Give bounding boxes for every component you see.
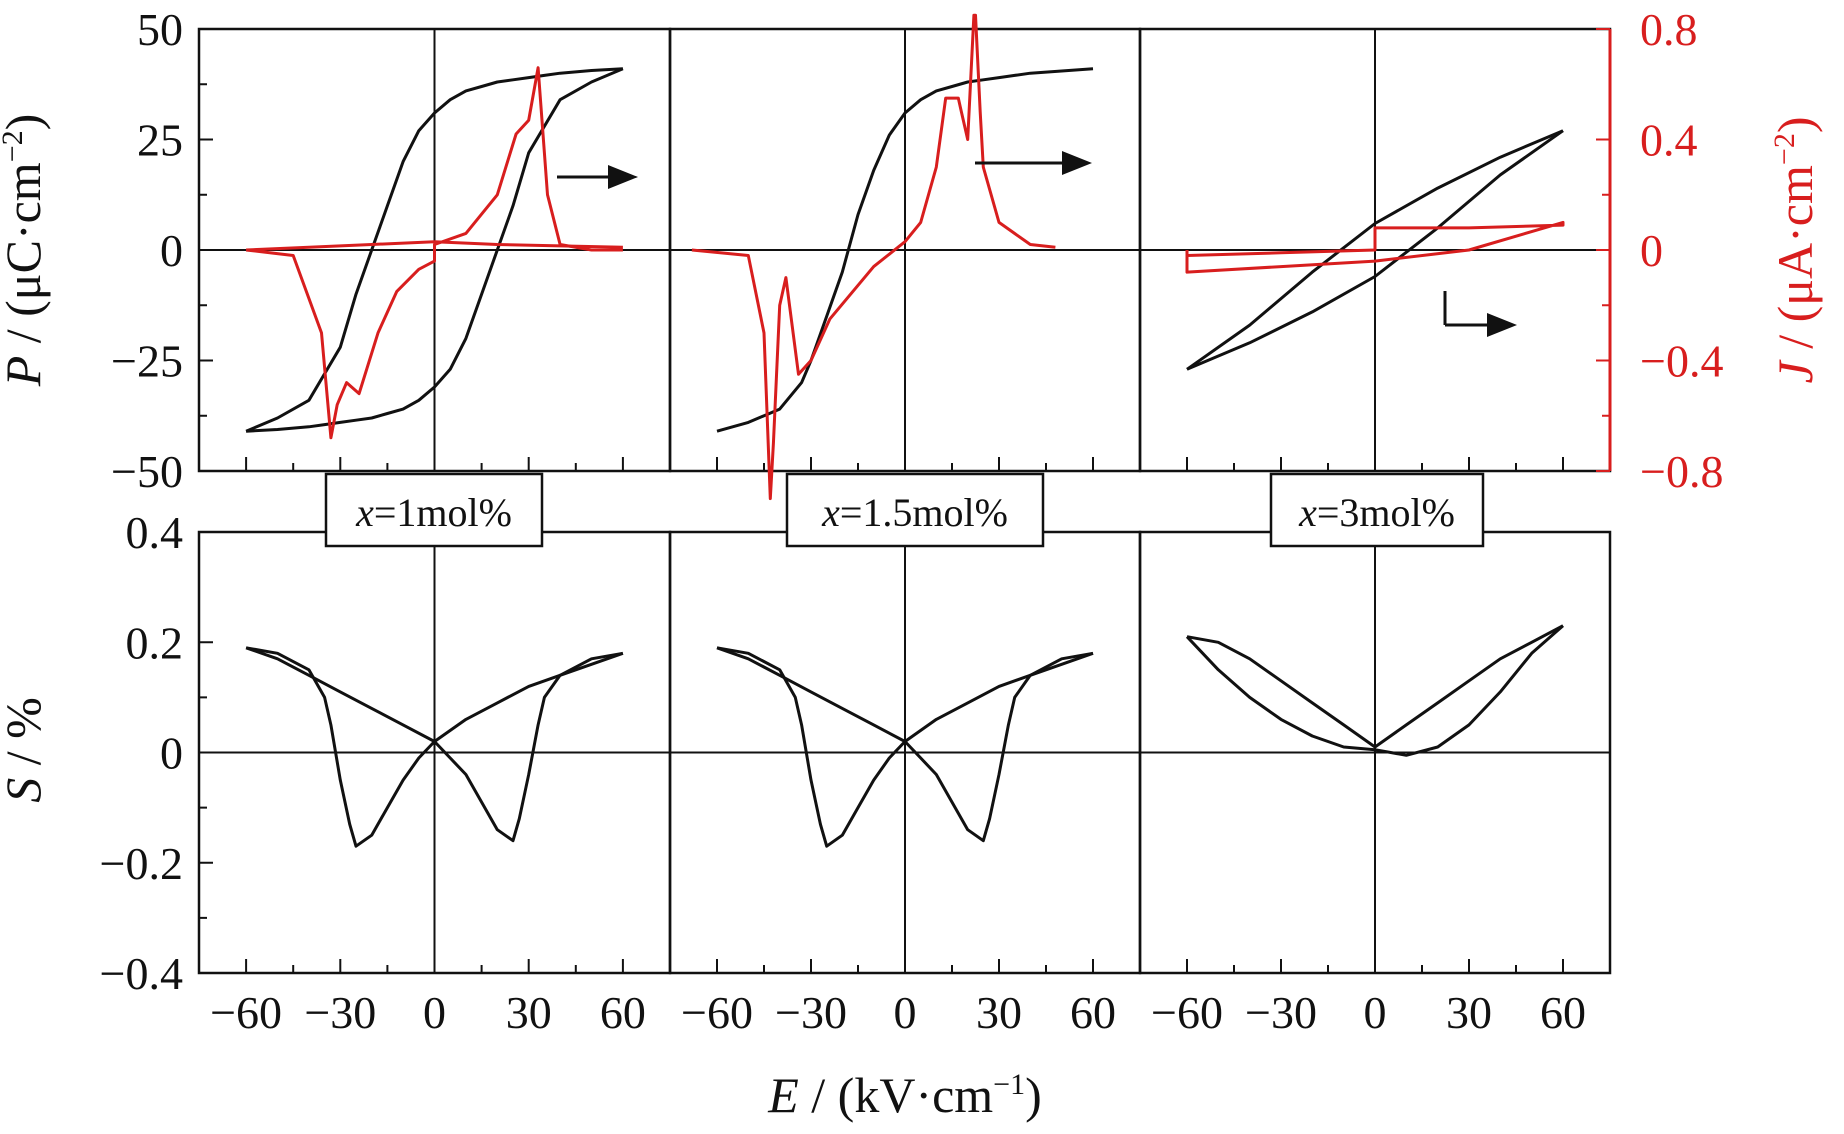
- x-tick-label: 0: [423, 987, 446, 1038]
- panel-label-variable: x: [821, 490, 840, 535]
- j-axis-title-exponent: −2: [1768, 133, 1801, 165]
- x-tick-label: −30: [304, 987, 376, 1038]
- p-axis-title-close: ): [0, 114, 51, 131]
- polarization-curve: [716, 67, 1094, 433]
- x-tick-label: 30: [1446, 987, 1492, 1038]
- polarization-curve: [245, 67, 623, 433]
- x-tick-label: 30: [976, 987, 1022, 1038]
- x-tick-label: −60: [1151, 987, 1223, 1038]
- x-tick-label: −30: [1245, 987, 1317, 1038]
- j-axis-title-close: ): [1767, 117, 1823, 134]
- right-tick-label: −0.4: [1640, 336, 1723, 387]
- y-tick-label: 25: [137, 115, 183, 166]
- x-tick-label: −30: [775, 987, 847, 1038]
- strain-curve: [1186, 624, 1564, 749]
- panel-label-box: [324, 472, 544, 548]
- y-tick-label: −25: [111, 336, 183, 387]
- y-tick-label: 0: [160, 225, 183, 276]
- panel-label-variable: x: [1298, 490, 1317, 535]
- strain-curve: [716, 646, 1094, 848]
- s-axis-title: S / %: [0, 697, 51, 803]
- s-tick-label: −0.2: [100, 838, 183, 889]
- e-axis-title-unit: / (kV·cm: [799, 1067, 993, 1123]
- polarization-curve: [1186, 129, 1564, 371]
- x-tick-label: 60: [600, 987, 646, 1038]
- s-axis-title-unit: / %: [0, 697, 51, 778]
- strain-curve: [245, 646, 624, 843]
- arrow-right-head: [1487, 313, 1517, 337]
- strain-curve: [716, 646, 1094, 843]
- p-axis-title-symbol: P: [0, 356, 51, 388]
- s-tick-label: 0.2: [126, 617, 184, 668]
- e-axis-title-close: ): [1025, 1067, 1042, 1123]
- panel-label: x=3mol%: [1298, 490, 1455, 535]
- arrow-right-head: [608, 165, 638, 189]
- panel-label: x=1mol%: [355, 490, 512, 535]
- panel-label-variable: x: [355, 490, 374, 535]
- e-axis-title-symbol: E: [767, 1067, 799, 1123]
- polarization-curve: [1186, 129, 1564, 371]
- current-curve: [246, 240, 623, 252]
- panel-label-box: [1269, 472, 1485, 548]
- x-tick-label: −60: [210, 987, 282, 1038]
- j-axis-title: J / (μA·cm−2): [1767, 117, 1823, 384]
- j-axis-title-unit: / (μA·cm: [1767, 165, 1823, 361]
- x-tick-label: 60: [1070, 987, 1116, 1038]
- y-tick-label: −50: [111, 446, 183, 497]
- y-tick-label: 50: [137, 4, 183, 55]
- right-tick-label: 0.8: [1640, 4, 1698, 55]
- p-axis-title-unit: / (μC·cm: [0, 162, 51, 356]
- right-tick-label: 0.4: [1640, 115, 1698, 166]
- x-tick-label: −60: [681, 987, 753, 1038]
- current-curve: [245, 66, 623, 440]
- panel-label-value: =1.5mol%: [840, 490, 1008, 535]
- p-axis-title: P / (μC·cm−2): [0, 114, 51, 388]
- polarization-curve: [246, 67, 624, 433]
- e-axis-title: E / (kV·cm−1): [767, 1067, 1042, 1123]
- strain-curve: [245, 646, 624, 848]
- arrow-right-head: [1062, 151, 1092, 175]
- right-tick-label: −0.8: [1640, 446, 1723, 497]
- panel-label-value: =1mol%: [374, 490, 512, 535]
- s-axis-title-symbol: S: [0, 778, 51, 803]
- x-tick-label: 60: [1540, 987, 1586, 1038]
- s-tick-label: −0.4: [100, 948, 183, 999]
- e-axis-title-exponent: −1: [993, 1068, 1025, 1101]
- strain-curve: [1185, 624, 1564, 757]
- x-tick-label: 30: [506, 987, 552, 1038]
- s-tick-label: 0: [160, 728, 183, 779]
- panel-label-box: [785, 472, 1045, 548]
- p-axis-title-exponent: −2: [0, 130, 29, 162]
- j-axis-title-symbol: J: [1767, 358, 1823, 383]
- x-tick-label: 0: [1364, 987, 1387, 1038]
- panel-label: x=1.5mol%: [821, 490, 1008, 535]
- current-curve: [1185, 220, 1565, 274]
- x-tick-label: 0: [894, 987, 917, 1038]
- right-tick-label: 0: [1640, 225, 1663, 276]
- s-tick-label: 0.4: [126, 507, 184, 558]
- current-curve: [691, 13, 1056, 501]
- panel-label-value: =3mol%: [1317, 490, 1455, 535]
